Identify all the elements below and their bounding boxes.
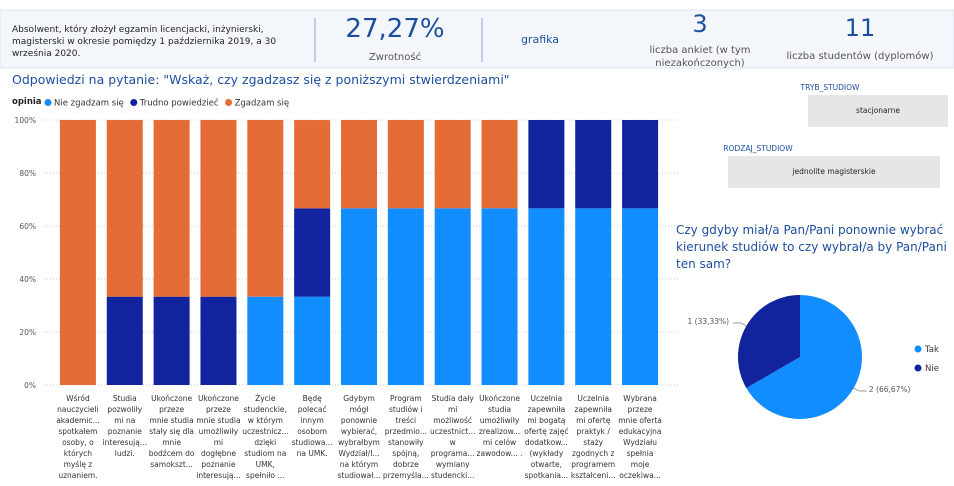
data-label: 2 (66,67%): [868, 385, 911, 394]
leader-line: [853, 387, 860, 392]
bar-segment: [106, 296, 143, 385]
legend-marker: [914, 345, 922, 353]
x-tick-label: Wybrana przeze mnie oferta edukacyjna Wy…: [618, 394, 662, 480]
x-tick-label: Będę polecać innym osobom studiowa... na…: [291, 394, 333, 458]
y-tick-label: 40%: [19, 275, 36, 284]
legend-title: opinia: [12, 97, 42, 107]
bar-segment: [528, 208, 565, 385]
bar-segment: [622, 120, 659, 209]
slicer-box[interactable]: [808, 95, 948, 127]
y-tick-label: 0%: [24, 381, 36, 390]
bar-segment: [153, 296, 190, 385]
kpi-value: 27,27%: [345, 14, 445, 44]
bar-segment: [575, 208, 612, 385]
chart-title: Odpowiedzi na pytanie: "Wskaż, czy zgadz…: [12, 72, 510, 87]
x-tick-label: Program studiów i treści przedmio... sta…: [382, 394, 429, 480]
x-tick-label: Uczelnia zapewniła mi ofertę praktyk / s…: [570, 394, 616, 480]
y-tick-label: 100%: [15, 116, 36, 125]
pie-slice: [738, 295, 800, 388]
bar-segment: [481, 208, 518, 385]
y-tick-label: 60%: [19, 222, 36, 231]
x-tick-label: Ukończone przeze mnie studia umożliwiły …: [196, 394, 241, 480]
legend-label: Trudno powiedzieć: [139, 98, 219, 109]
kpi-label: Zwrotność: [368, 52, 422, 63]
pie-slice: [746, 295, 863, 419]
kpi-label: liczba studentów (dyplomów): [786, 51, 934, 62]
header-band: [0, 9, 954, 69]
kpi-value: 3: [692, 10, 708, 38]
legend-marker: [914, 364, 922, 372]
x-tick-label: Studia dały mi możliwość uczestnict... w…: [430, 394, 476, 480]
bar-segment: [434, 120, 471, 209]
x-tick-label: Życie studenckie, w którym uczestnicz...…: [242, 394, 289, 480]
x-tick-label: Wśród nauczycieli akademic... spotkałem …: [56, 394, 100, 480]
bar-segment: [387, 208, 424, 385]
bar-segment: [200, 120, 237, 297]
x-tick-label: Ukończone studia umożliwiły zrealizow...…: [476, 394, 523, 458]
bar-segment: [106, 120, 143, 297]
bar-segment: [341, 208, 377, 385]
slicer-title: TRYB_STUDIOW: [800, 83, 860, 92]
bar-segment: [247, 120, 284, 297]
bar-segment: [575, 120, 612, 209]
bar-segment: [341, 120, 377, 209]
legend-label: Nie: [925, 364, 939, 374]
bar-segment: [528, 120, 565, 209]
bar-segment: [294, 296, 331, 385]
legend-marker: [225, 99, 233, 106]
legend-label: Tak: [924, 345, 939, 355]
legend-marker: [44, 99, 52, 106]
slicer-box[interactable]: [728, 156, 940, 188]
data-label: 1 (33,33%): [687, 317, 730, 326]
header-description: Absolwent, który złożył egzamin licencja…: [12, 25, 277, 59]
bar-segment: [434, 208, 471, 385]
legend-marker: [130, 99, 138, 106]
bar-segment: [622, 208, 659, 385]
slicer-value[interactable]: stacjonarne: [856, 106, 900, 115]
kpi-value: 11: [844, 14, 876, 42]
bar-segment: [387, 120, 424, 209]
slicer-value[interactable]: jednolite magisterskie: [792, 167, 876, 176]
leader-line: [740, 322, 747, 327]
x-tick-label: Studia pozwoliły mi na poznanie interesu…: [102, 394, 147, 458]
y-tick-label: 20%: [19, 328, 36, 337]
y-tick-label: 80%: [19, 169, 36, 178]
kpi-value: grafika: [520, 33, 560, 46]
bar-segment: [59, 120, 96, 385]
kpi-label: liczba ankiet (w tym niezakończonych): [649, 45, 751, 69]
legend-label: Nie zgadzam się: [54, 99, 124, 109]
bar-segment: [247, 296, 284, 385]
legend-label: Zgadzam się: [235, 99, 290, 109]
x-tick-label: Gdybym mógł ponownie wybierać, wybrałbym…: [337, 394, 381, 480]
x-tick-label: Uczelnia zapewniła mi bogatą ofertę zaję…: [524, 394, 569, 480]
bar-segment: [294, 208, 331, 297]
bar-segment: [200, 296, 237, 385]
pie-title: Czy gdyby miał/a Pan/Pani ponownie wybra…: [676, 223, 947, 271]
bar-segment: [481, 120, 518, 209]
bar-segment: [294, 120, 331, 209]
bar-segment: [153, 120, 190, 297]
x-tick-label: Ukończone przeze mnie studia stały się d…: [148, 394, 195, 469]
slicer-title: RODZAJ_STUDIOW: [723, 144, 793, 153]
